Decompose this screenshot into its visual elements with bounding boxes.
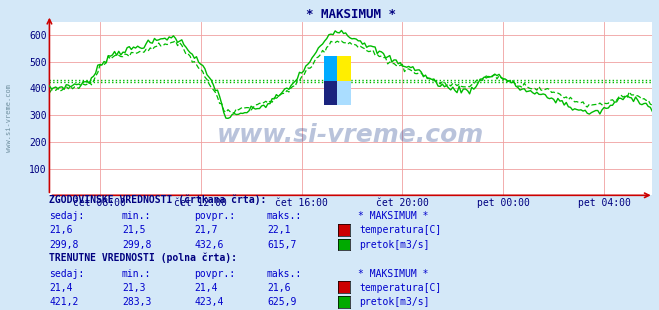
- Text: min.:: min.:: [122, 268, 152, 278]
- Text: 421,2: 421,2: [49, 297, 79, 307]
- Text: TRENUTNE VREDNOSTI (polna črta):: TRENUTNE VREDNOSTI (polna črta):: [49, 253, 237, 263]
- Text: www.si-vreme.com: www.si-vreme.com: [5, 84, 12, 152]
- Text: temperatura[C]: temperatura[C]: [359, 283, 442, 293]
- Text: ZGODOVINSKE VREDNOSTI (črtkana črta):: ZGODOVINSKE VREDNOSTI (črtkana črta):: [49, 195, 267, 205]
- Text: 21,3: 21,3: [122, 283, 146, 293]
- Text: 283,3: 283,3: [122, 297, 152, 307]
- Text: 21,4: 21,4: [49, 283, 73, 293]
- Text: 21,6: 21,6: [49, 225, 73, 235]
- Text: 615,7: 615,7: [267, 240, 297, 250]
- Title: * MAKSIMUM *: * MAKSIMUM *: [306, 7, 396, 20]
- Text: 21,5: 21,5: [122, 225, 146, 235]
- Text: 299,8: 299,8: [49, 240, 79, 250]
- Text: 423,4: 423,4: [194, 297, 224, 307]
- Text: 625,9: 625,9: [267, 297, 297, 307]
- Text: 432,6: 432,6: [194, 240, 224, 250]
- FancyBboxPatch shape: [324, 56, 337, 81]
- Text: * MAKSIMUM *: * MAKSIMUM *: [358, 210, 428, 220]
- Text: min.:: min.:: [122, 210, 152, 220]
- Text: maks.:: maks.:: [267, 210, 302, 220]
- Text: 299,8: 299,8: [122, 240, 152, 250]
- FancyBboxPatch shape: [324, 81, 337, 105]
- Text: sedaj:: sedaj:: [49, 268, 84, 278]
- Text: 21,4: 21,4: [194, 283, 218, 293]
- Text: pretok[m3/s]: pretok[m3/s]: [359, 240, 430, 250]
- Text: sedaj:: sedaj:: [49, 210, 84, 220]
- Text: maks.:: maks.:: [267, 268, 302, 278]
- Text: 21,7: 21,7: [194, 225, 218, 235]
- FancyBboxPatch shape: [337, 56, 351, 81]
- Text: temperatura[C]: temperatura[C]: [359, 225, 442, 235]
- Text: * MAKSIMUM *: * MAKSIMUM *: [358, 268, 428, 278]
- Text: povpr.:: povpr.:: [194, 210, 235, 220]
- Text: povpr.:: povpr.:: [194, 268, 235, 278]
- Text: 22,1: 22,1: [267, 225, 291, 235]
- Text: 21,6: 21,6: [267, 283, 291, 293]
- Text: pretok[m3/s]: pretok[m3/s]: [359, 297, 430, 307]
- Text: www.si-vreme.com: www.si-vreme.com: [217, 122, 484, 147]
- FancyBboxPatch shape: [337, 81, 351, 105]
